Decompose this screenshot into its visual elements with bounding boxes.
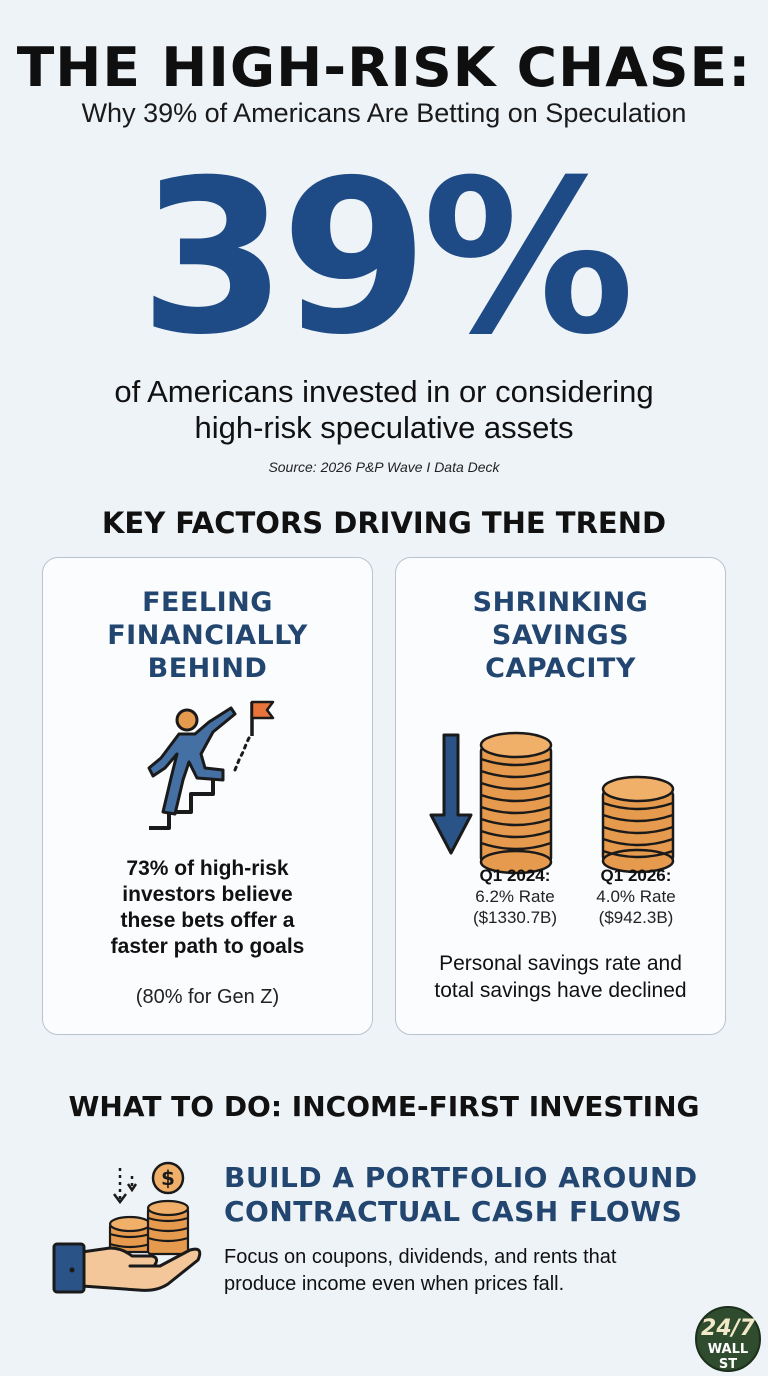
hero-description-line-2: high-risk speculative assets	[194, 410, 574, 445]
savings-rate: 4.0% Rate	[596, 887, 676, 906]
card-body-line: total savings have declined	[434, 979, 687, 1002]
savings-q1-2024: Q1 2024: 6.2% Rate ($1330.7B)	[460, 865, 570, 928]
card-title-line: SHRINKING	[472, 587, 649, 618]
climbing-person-flag-icon	[147, 700, 275, 830]
hero-stat: 39%	[139, 134, 634, 381]
card-body-line: investors believe	[122, 883, 293, 906]
brand-logo: 24/7 WALL ST	[695, 1306, 761, 1372]
hand-coins-dollar-icon: $	[52, 1161, 202, 1294]
logo-text-top: 24/7	[701, 1316, 755, 1341]
card-body-line: faster path to goals	[110, 935, 305, 958]
hero-description: of Americans invested in or considering …	[0, 374, 768, 446]
savings-q1-2026: Q1 2026: 4.0% Rate ($942.3B)	[581, 865, 691, 928]
logo-text-bottom: WALL ST	[707, 1342, 749, 1372]
key-factors-heading: KEY FACTORS DRIVING THE TREND	[101, 506, 667, 540]
action-description-line: produce income even when prices fall.	[224, 1273, 565, 1295]
action-title-line: BUILD A PORTFOLIO AROUND	[224, 1161, 698, 1194]
card-title: FEELING FINANCIALLY BEHIND	[43, 586, 372, 685]
factor-card-financially-behind: FEELING FINANCIALLY BEHIND 73% of high-r…	[42, 557, 373, 1035]
down-arrow-icon	[429, 733, 473, 855]
card-title-line: FEELING	[142, 587, 273, 618]
card-body: 73% of high-risk investors believe these…	[53, 856, 362, 960]
card-title: SHRINKING SAVINGS CAPACITY	[396, 586, 725, 685]
source-note: Source: 2026 P&P Wave I Data Deck	[268, 459, 500, 475]
card-note: (80% for Gen Z)	[135, 986, 280, 1008]
what-to-do-heading: WHAT TO DO: INCOME-FIRST INVESTING	[68, 1090, 700, 1123]
action-title-line: CONTRACTUAL CASH FLOWS	[224, 1195, 683, 1228]
card-title-line: BEHIND	[147, 653, 268, 684]
page-title: THE HIGH-RISK CHASE:	[16, 36, 752, 99]
action-description-line: Focus on coupons, dividends, and rents t…	[224, 1246, 617, 1268]
coin-stack-icon	[601, 775, 675, 874]
card-body-line: Personal savings rate and	[439, 952, 682, 975]
card-body-line: 73% of high-risk	[126, 857, 289, 880]
factor-card-shrinking-savings: SHRINKING SAVINGS CAPACITY Q1 2	[395, 557, 726, 1035]
period-label: Q1 2026:	[600, 866, 672, 885]
card-title-line: CAPACITY	[485, 653, 636, 684]
coin-stack-icon	[479, 731, 553, 875]
action-description: Focus on coupons, dividends, and rents t…	[224, 1244, 744, 1298]
period-label: Q1 2024:	[479, 866, 551, 885]
savings-amount: ($1330.7B)	[472, 908, 558, 927]
svg-text:$: $	[161, 1166, 175, 1190]
card-body-line: these bets offer a	[120, 909, 295, 932]
page-subtitle: Why 39% of Americans Are Betting on Spec…	[81, 98, 687, 128]
action-title: BUILD A PORTFOLIO AROUND CONTRACTUAL CAS…	[224, 1161, 754, 1229]
card-title-line: FINANCIALLY	[107, 620, 308, 651]
card-body: Personal savings rate and total savings …	[396, 950, 725, 1004]
savings-rate: 6.2% Rate	[475, 887, 555, 906]
card-title-line: SAVINGS	[491, 620, 630, 651]
savings-amount: ($942.3B)	[598, 908, 674, 927]
hero-description-line-1: of Americans invested in or considering	[114, 374, 654, 409]
